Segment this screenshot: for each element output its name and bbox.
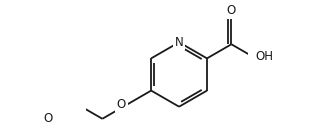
Text: O: O [43, 112, 53, 125]
Text: O: O [227, 4, 236, 17]
Text: N: N [175, 36, 183, 49]
Text: OH: OH [256, 50, 274, 63]
Text: O: O [117, 98, 126, 111]
